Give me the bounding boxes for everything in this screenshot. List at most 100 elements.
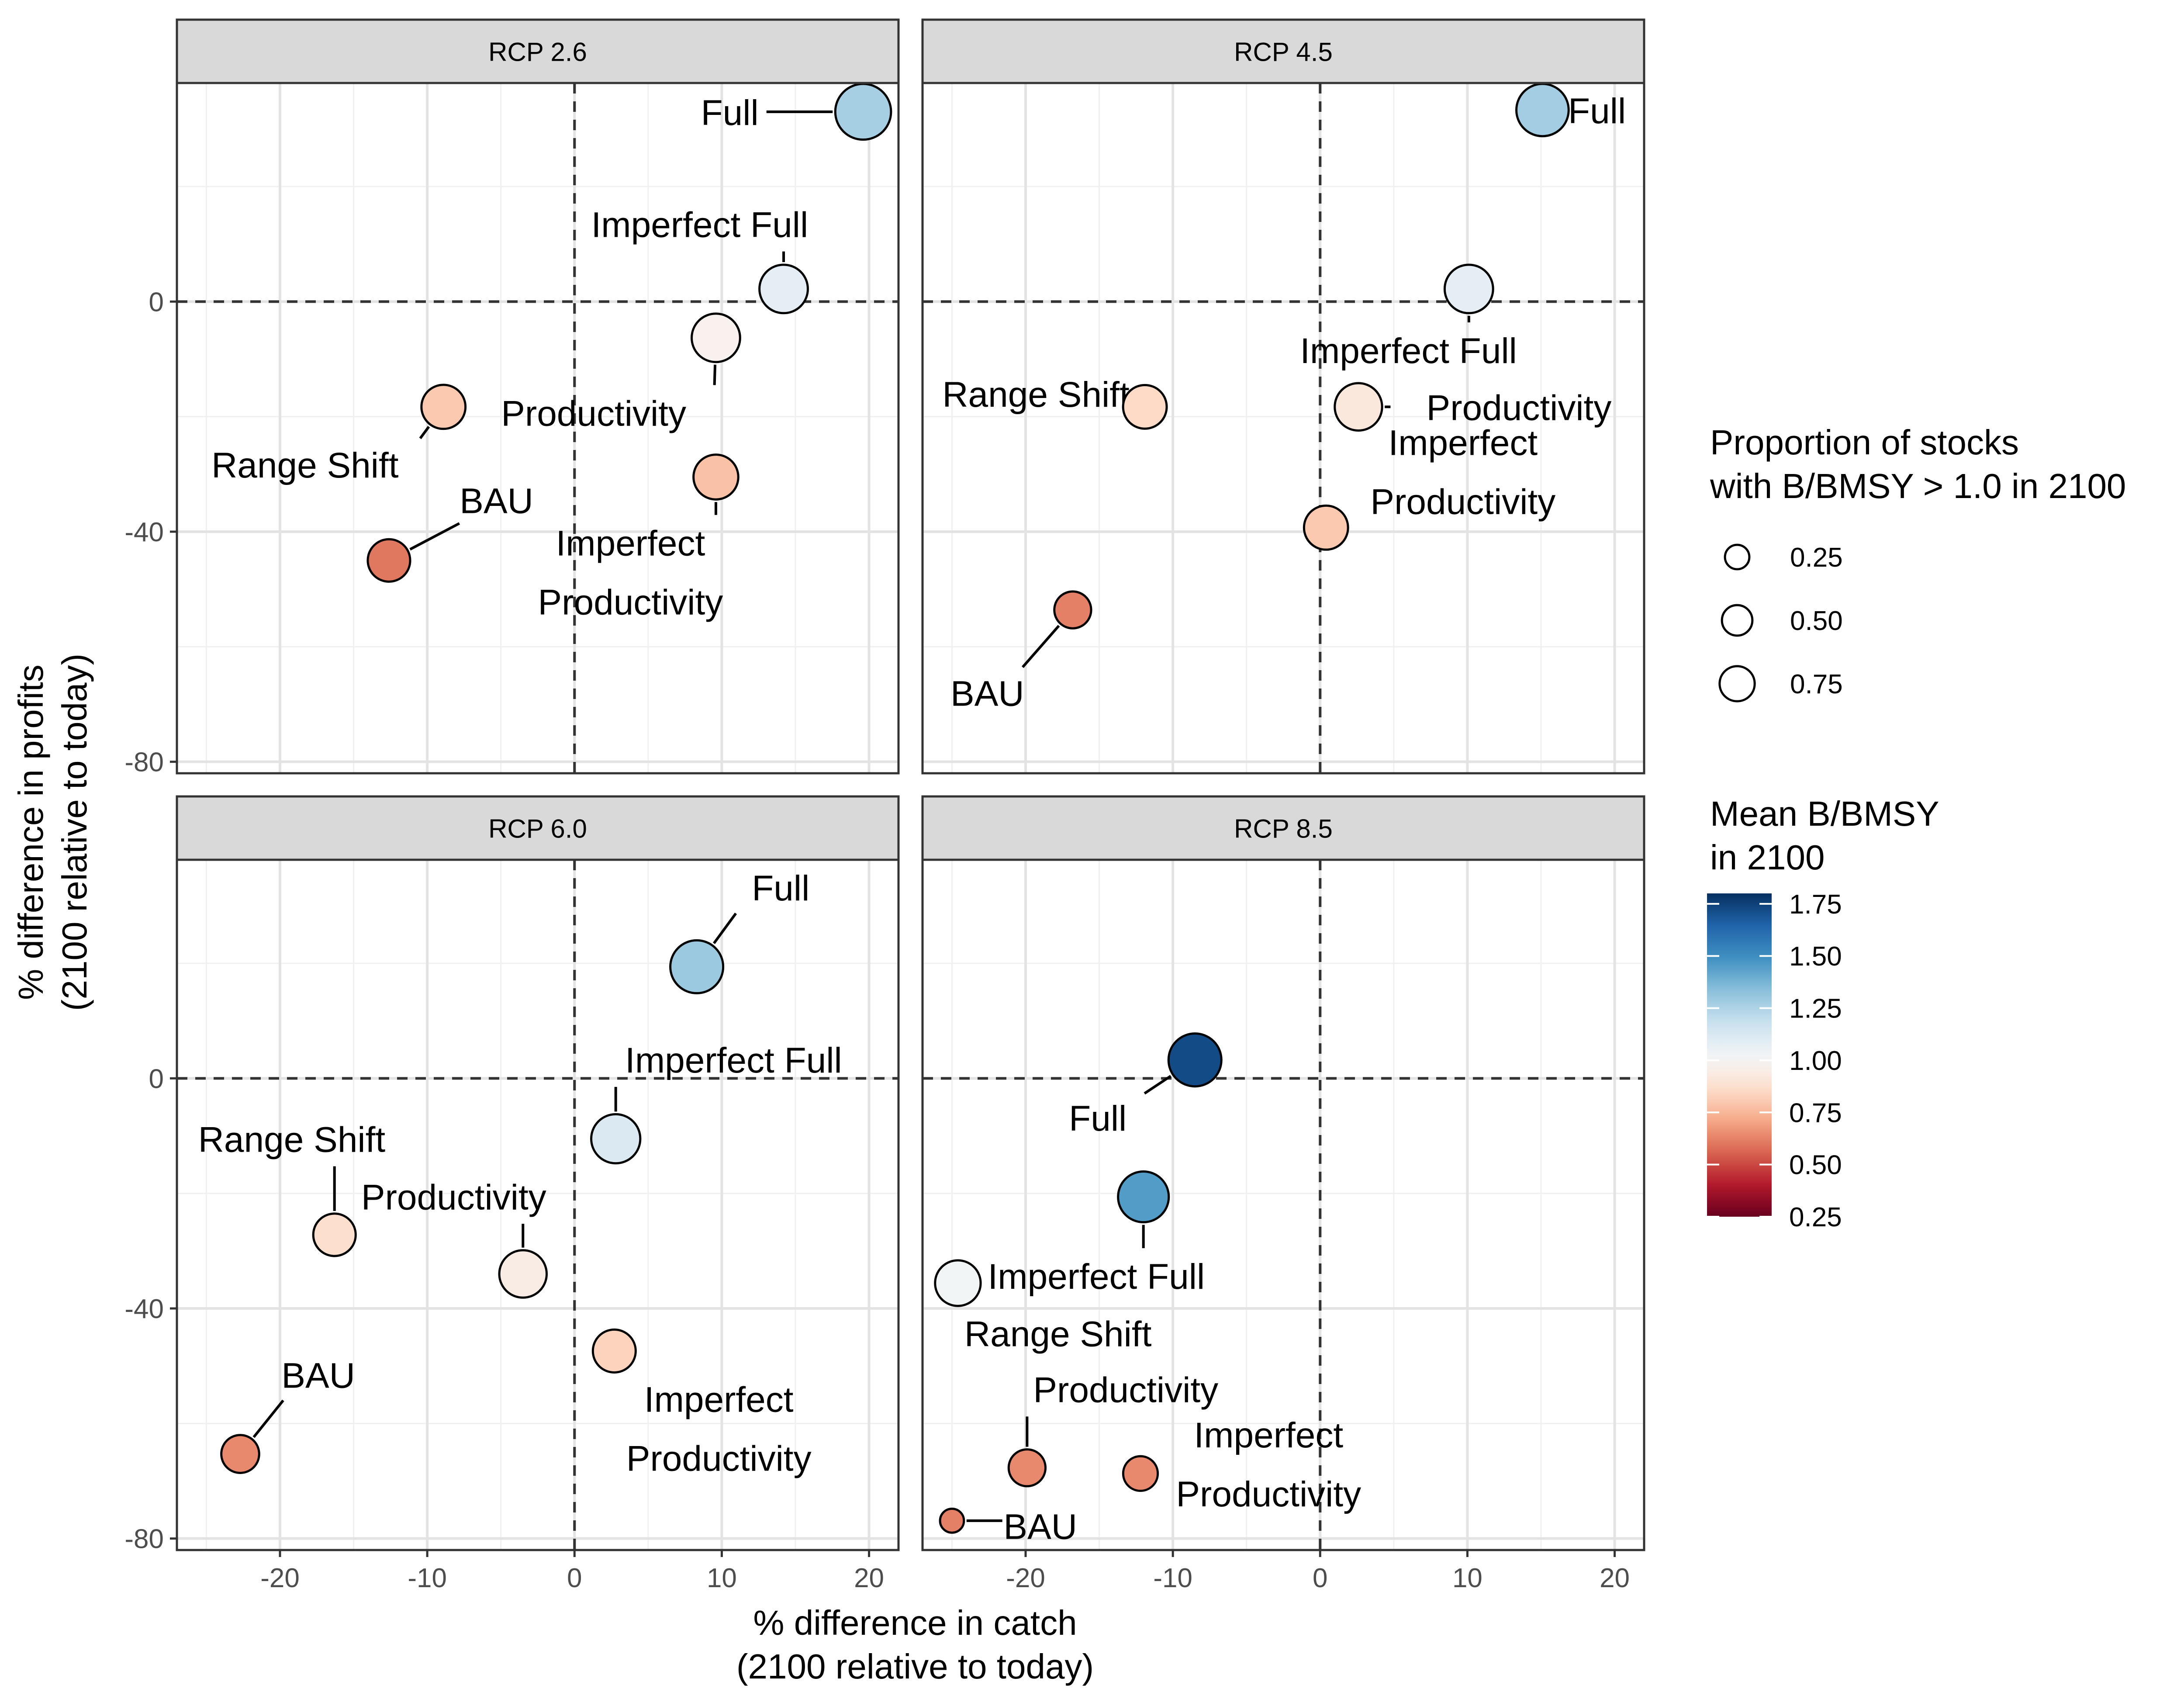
point-label: Full [1069,1099,1127,1138]
scatter-point [692,453,740,501]
panel-background [923,860,1644,1550]
colorbar-tick-label: 0.75 [1789,1098,1842,1128]
label-leader-line [409,522,460,551]
x-tick-label: -10 [1153,1563,1192,1593]
label-leader-line [1144,1075,1171,1095]
size-legend-key [1721,604,1754,637]
size-legend-key [1724,543,1751,571]
y-tick-label: -40 [124,1294,164,1324]
point-label: Imperfect [1194,1415,1343,1455]
scatter-point [590,1113,642,1165]
point-label: Imperfect Full [591,205,809,245]
x-tick-label: 20 [1600,1563,1630,1593]
point-label: Range Shift [211,446,399,485]
x-tick-label: 10 [707,1563,737,1593]
point-label: Productivity [1176,1474,1361,1514]
label-leader-line [713,912,737,945]
point-label: Imperfect [1388,423,1538,463]
scatter-point [1117,1170,1170,1224]
scatter-point [1515,83,1570,138]
size-legend-title-line-2: with B/BMSY > 1.0 in 2100 [1710,467,2126,505]
scatter-point [1122,384,1168,430]
scatter-point [366,538,411,583]
point-label: Range Shift [942,375,1130,415]
panel-border [176,858,900,1551]
size-legend: Proportion of stocks with B/BMSY > 1.0 i… [1710,423,2126,702]
point-label: BAU [281,1356,355,1395]
scatter-point [498,1249,548,1299]
size-legend-label: 0.75 [1790,669,1843,699]
scatter-point [1122,1455,1159,1492]
y-tick-label: -80 [124,747,164,778]
y-axis-title-line-2: (2100 relative to today) [55,654,94,1011]
x-tick-label: 10 [1452,1563,1482,1593]
colorbar-tick-label: 0.50 [1789,1150,1842,1180]
point-label: Full [752,869,809,908]
facet-strip [176,18,900,84]
colorbar-tick-label: 1.50 [1789,941,1842,972]
y-axis-title: % difference in profits (2100 relative t… [11,654,94,1011]
x-axis-title-line-1: % difference in catch [753,1603,1077,1642]
color-legend-title-line-1: Mean B/BMSY [1710,794,1939,833]
point-label: Full [1568,91,1626,131]
facet-strip-label: RCP 2.6 [488,38,587,67]
colorbar-tick-label: 0.25 [1789,1202,1842,1232]
x-tick-label: -20 [260,1563,300,1593]
size-legend-label: 0.50 [1790,606,1843,636]
point-label: BAU [950,674,1024,714]
size-legend-title-line-1: Proportion of stocks [1710,423,2019,462]
point-label: Productivity [538,583,723,623]
point-label: Productivity [1033,1370,1218,1410]
panel-background [177,83,898,773]
point-label: Imperfect [644,1380,794,1419]
point-label: Imperfect Full [1300,331,1517,371]
scatter-point [939,1507,965,1534]
facet-strip-label: RCP 8.5 [1234,814,1333,844]
point-label: Full [701,93,759,133]
scatter-point [1053,590,1092,630]
x-axis-title-line-2: (2100 relative to today) [736,1647,1094,1686]
panel-border [921,858,1645,1551]
x-tick-label: -10 [408,1563,447,1593]
point-label: Productivity [361,1177,546,1217]
scatter-point [934,1259,982,1307]
scatter-point [691,312,741,363]
point-label: Range Shift [198,1120,386,1160]
point-label: Productivity [626,1439,812,1478]
facet-strip-label: RCP 4.5 [1234,38,1333,67]
x-tick-label: 0 [567,1563,582,1593]
x-tick-label: 20 [854,1563,884,1593]
y-tick-label: 0 [149,1064,164,1094]
point-label: Imperfect [556,524,705,564]
scatter-point [669,939,725,994]
facet-panel: RCP 4.5 Full Imperfect Full Productivity Ran… [921,18,1645,775]
label-leader-line [1021,625,1060,668]
scatter-point [220,1434,260,1474]
point-label: BAU [460,481,533,521]
scatter-point [1007,1448,1047,1488]
scatter-point [834,83,892,141]
facet-panel: RCP 2.6 Full Imperfect Full Productivity Ran… [124,18,900,778]
scatter-point [312,1212,357,1257]
facet-strip [176,795,900,861]
point-label: Productivity [1370,482,1555,522]
colorbar [1707,893,1772,1217]
scatter-point [1303,504,1349,551]
colorbar-tick-label: 1.25 [1789,994,1842,1024]
point-label: Range Shift [964,1315,1152,1354]
x-tick-label: -20 [1006,1563,1045,1593]
size-legend-label: 0.25 [1790,543,1843,573]
colorbar-tick-label: 1.00 [1789,1046,1842,1076]
facet-panel: RCP 6.0 Full Imperfect Full Range Shift Prod… [124,795,900,1593]
size-legend-key [1718,665,1756,702]
y-tick-label: -40 [124,517,164,547]
facet-strip-label: RCP 6.0 [488,814,587,844]
x-tick-label: 0 [1313,1563,1327,1593]
scatter-point [758,263,809,315]
y-tick-label: 0 [149,287,164,317]
y-tick-label: -80 [124,1524,164,1554]
label-leader-line [419,426,430,439]
panel-border [921,82,1645,775]
